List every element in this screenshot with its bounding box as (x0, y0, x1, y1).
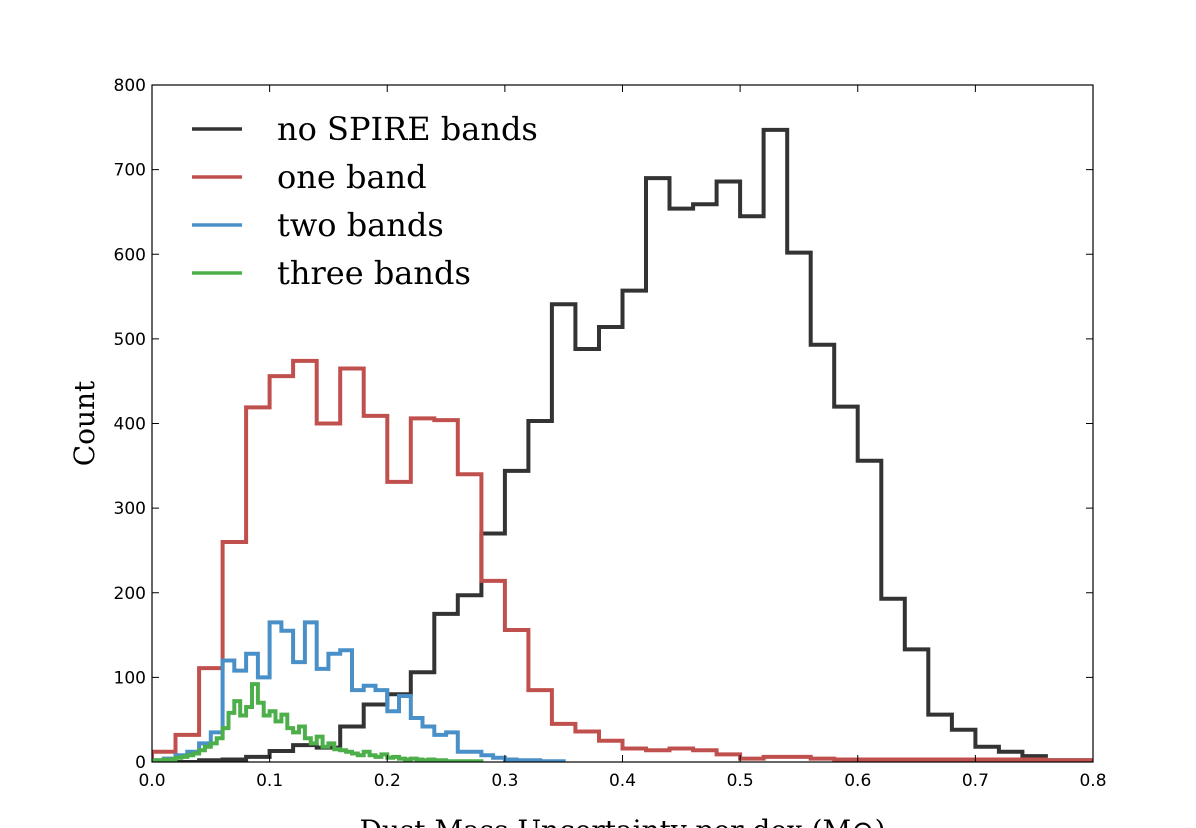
x-tick-label: 0.4 (609, 771, 636, 791)
plot-area (152, 127, 1093, 762)
y-tick-label: 300 (114, 499, 146, 519)
y-tick-label: 600 (114, 245, 146, 265)
x-tick-label: 0.5 (727, 771, 754, 791)
x-tick-label: 0.1 (256, 771, 283, 791)
y-axis-label: Count (68, 380, 101, 466)
legend-label: three bands (277, 254, 471, 292)
y-tick-label: 700 (114, 161, 146, 181)
series-one-band (152, 358, 1093, 762)
x-tick-label: 0.7 (962, 771, 989, 791)
legend: no SPIRE bands one band two bands three ban… (192, 110, 538, 292)
y-tick-label: 0 (135, 753, 146, 773)
series-three-bands (152, 682, 484, 762)
y-tick-label: 100 (114, 668, 146, 688)
series-no-spire-bands (152, 127, 1093, 762)
y-tick-label: 800 (114, 76, 146, 96)
legend-label: no SPIRE bands (277, 110, 538, 148)
legend-label: two bands (277, 206, 444, 244)
x-tick-label: 0.0 (138, 771, 165, 791)
x-tick-label: 0.2 (374, 771, 401, 791)
y-tick-label: 500 (114, 330, 146, 350)
y-tick-label: 200 (114, 584, 146, 604)
series-two-bands (152, 620, 566, 762)
y-tick-label: 400 (114, 415, 146, 435)
x-tick-label: 0.3 (491, 771, 518, 791)
legend-label: one band (277, 158, 427, 196)
x-tick-label: 0.6 (844, 771, 871, 791)
x-tick-label: 0.8 (1079, 771, 1106, 791)
x-axis-label: Dust Mass Uncertainty per dex (M⊙) (359, 814, 885, 828)
axes: 0.0 0.1 0.2 0.3 0.4 0.5 0.6 0.7 0.8 0 100 200 300 400… (114, 76, 1107, 791)
